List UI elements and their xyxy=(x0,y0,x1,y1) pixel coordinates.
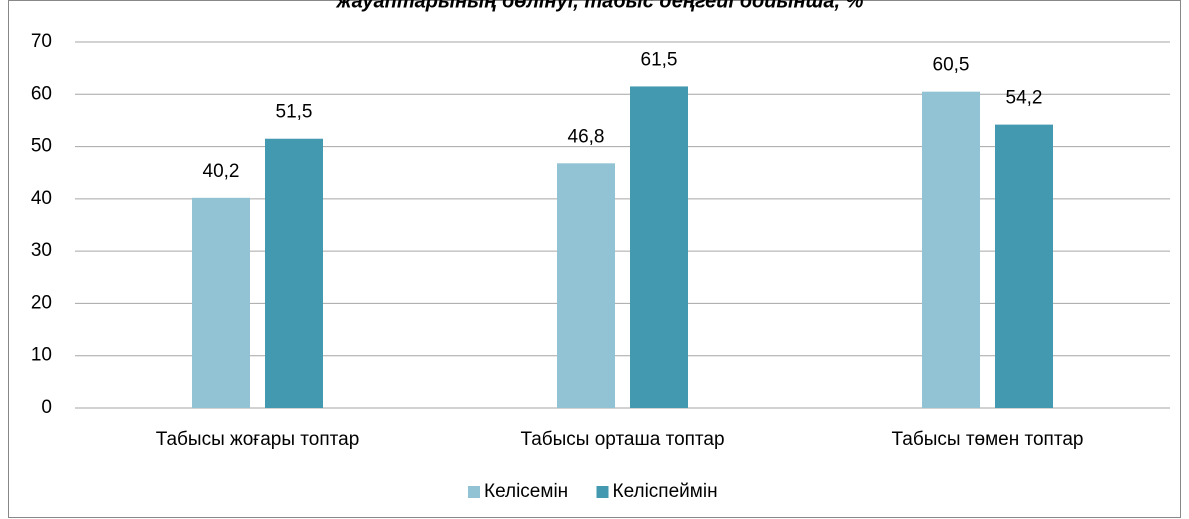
bar xyxy=(995,124,1053,409)
x-tick-label: Табысы орташа топтар xyxy=(520,429,724,450)
legend-swatch xyxy=(596,486,609,498)
bar xyxy=(557,163,615,408)
data-label: 46,8 xyxy=(568,126,605,147)
bar xyxy=(192,197,250,408)
bar xyxy=(922,91,980,409)
chart-title: жауаптарының бөлінуі, табыс деңгейі бойы… xyxy=(336,0,864,12)
y-tick-label: 50 xyxy=(31,136,52,157)
y-tick-label: 30 xyxy=(31,240,52,261)
chart-frame xyxy=(8,0,1181,518)
data-label: 51,5 xyxy=(276,102,313,123)
y-tick-label: 20 xyxy=(31,292,52,313)
data-label: 60,5 xyxy=(933,55,970,76)
data-label: 40,2 xyxy=(203,161,240,182)
y-tick-label: 70 xyxy=(31,31,52,52)
legend-label: Келісемін xyxy=(484,481,568,502)
x-tick-label: Табысы жоғары топтар xyxy=(156,429,360,450)
bar xyxy=(630,86,688,408)
y-tick-label: 40 xyxy=(31,188,52,209)
bar xyxy=(265,138,323,408)
y-tick-label: 0 xyxy=(41,397,52,418)
y-tick-label: 10 xyxy=(31,345,52,366)
legend-swatch xyxy=(468,486,480,498)
data-label: 61,5 xyxy=(641,49,678,70)
legend-label: Келіспеймін xyxy=(613,481,718,502)
y-tick-label: 60 xyxy=(31,83,52,104)
x-tick-label: Табысы төмен топтар xyxy=(892,429,1084,450)
data-label: 54,2 xyxy=(1006,88,1043,109)
